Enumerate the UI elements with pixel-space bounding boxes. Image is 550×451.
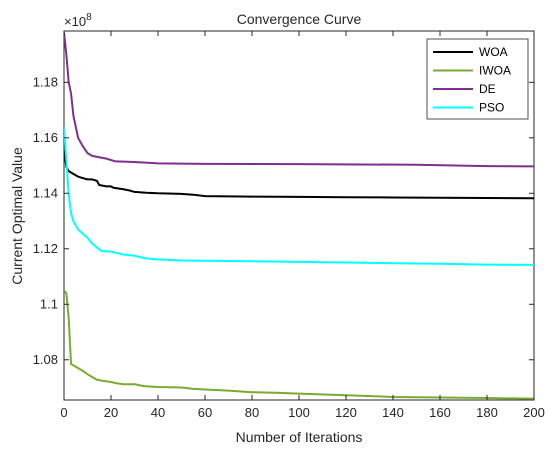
x-axis-label: Number of Iterations <box>236 429 363 445</box>
legend-label-woa: WOA <box>479 45 508 59</box>
x-tick-label: 200 <box>523 405 545 420</box>
y-tick-label: 1.16 <box>33 130 58 145</box>
x-tick-label: 20 <box>104 405 118 420</box>
x-tick-label: 160 <box>429 405 451 420</box>
series-line-pso <box>64 126 534 266</box>
x-tick-label: 40 <box>151 405 165 420</box>
y-tick-label: 1.12 <box>33 241 58 256</box>
x-tick-label: 60 <box>198 405 212 420</box>
series-layer <box>64 32 534 400</box>
y-tick-label: 1.14 <box>33 185 58 200</box>
y-axis-exponent-base: ×10 <box>64 14 86 29</box>
y-tick-label: 1.08 <box>33 352 58 367</box>
y-axis-ticks: 1.08 1.1 1.12 1.14 1.16 1.18 <box>33 74 534 367</box>
x-tick-label: 180 <box>476 405 498 420</box>
y-axis-label: Current Optimal Value <box>9 147 25 285</box>
series-line-woa <box>64 150 534 200</box>
legend-label-pso: PSO <box>479 101 504 115</box>
y-tick-label: 1.1 <box>40 296 58 311</box>
y-tick-label: 1.18 <box>33 74 58 89</box>
legend-label-de: DE <box>479 82 496 96</box>
legend-label-iwoa: IWOA <box>479 64 511 78</box>
series-line-iwoa <box>64 289 534 400</box>
y-axis-exponent-power: 8 <box>86 12 92 23</box>
x-axis-ticks: 0 20 40 60 80 100 120 140 160 180 200 <box>60 31 545 420</box>
x-tick-label: 140 <box>382 405 404 420</box>
legend: WOA IWOA DE PSO <box>426 38 529 120</box>
y-axis-exponent: ×108 <box>64 12 92 29</box>
x-tick-label: 80 <box>245 405 259 420</box>
series-line-de <box>64 32 534 168</box>
chart-title: Convergence Curve <box>237 11 362 27</box>
x-tick-label: 0 <box>60 405 67 420</box>
x-tick-label: 100 <box>288 405 310 420</box>
x-tick-label: 120 <box>335 405 357 420</box>
